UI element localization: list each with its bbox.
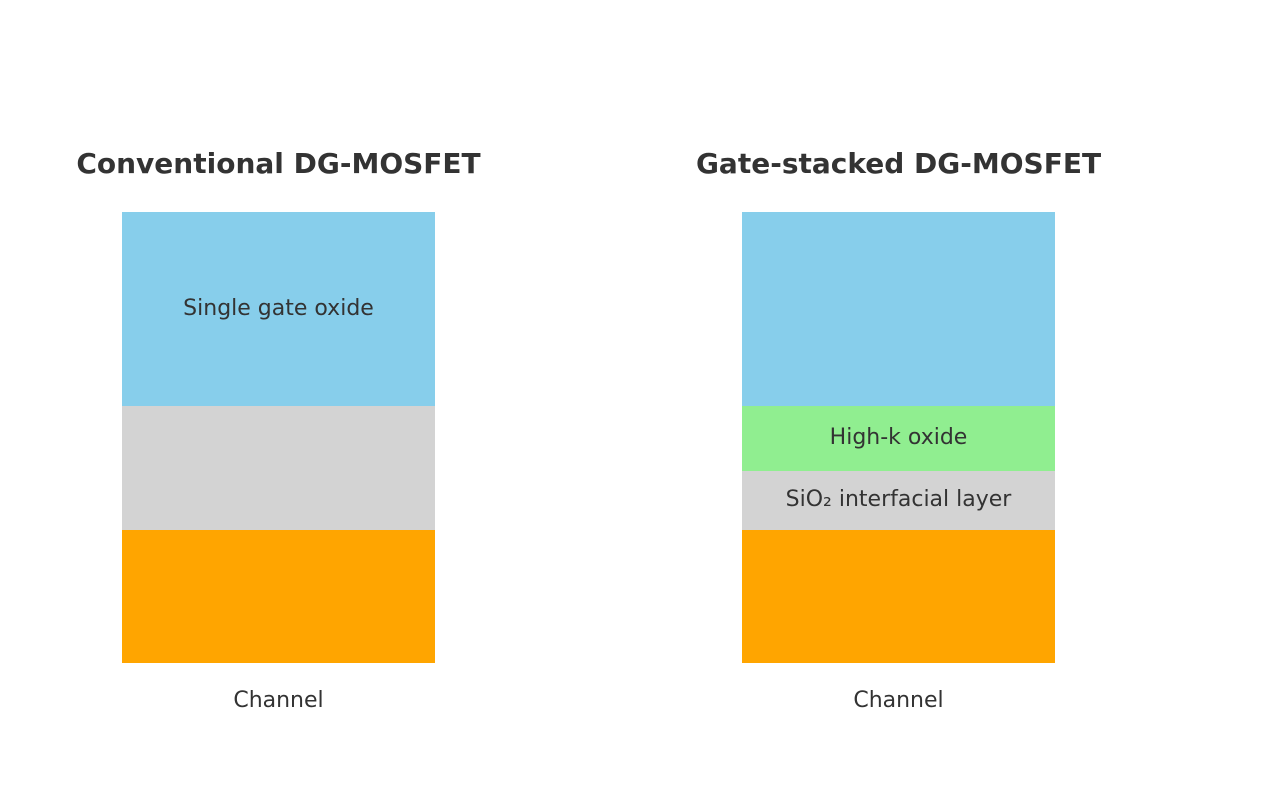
layer-channel-body — [742, 530, 1055, 663]
panel-title: Gate-stacked DG-MOSFET — [695, 147, 1102, 180]
layer-stack: Single gate oxide — [122, 212, 435, 663]
layer-label-sio2-interfacial-layer: SiO₂ interfacial layer — [785, 487, 1012, 513]
channel-label: Channel — [233, 688, 324, 713]
layer-label-high-k-oxide: High-k oxide — [829, 425, 968, 451]
layer-oxide-spacer — [122, 406, 435, 530]
layer-high-k-oxide: High-k oxide — [742, 406, 1055, 471]
panel-gate-stacked-dg-mosfet: Gate-stacked DG-MOSFET High-k oxide SiO₂ … — [696, 0, 1101, 810]
layer-stack: High-k oxide SiO₂ interfacial layer — [742, 212, 1055, 663]
layer-sio2-interfacial-layer: SiO₂ interfacial layer — [742, 471, 1055, 530]
channel-label: Channel — [853, 688, 944, 713]
layer-label-single-gate-oxide: Single gate oxide — [183, 295, 374, 321]
layer-gate — [742, 212, 1055, 406]
layer-channel-body — [122, 530, 435, 663]
panel-title: Conventional DG-MOSFET — [76, 147, 481, 180]
layer-single-gate-oxide: Single gate oxide — [122, 212, 435, 406]
panel-conventional-dg-mosfet: Conventional DG-MOSFET Single gate oxide… — [76, 0, 480, 810]
